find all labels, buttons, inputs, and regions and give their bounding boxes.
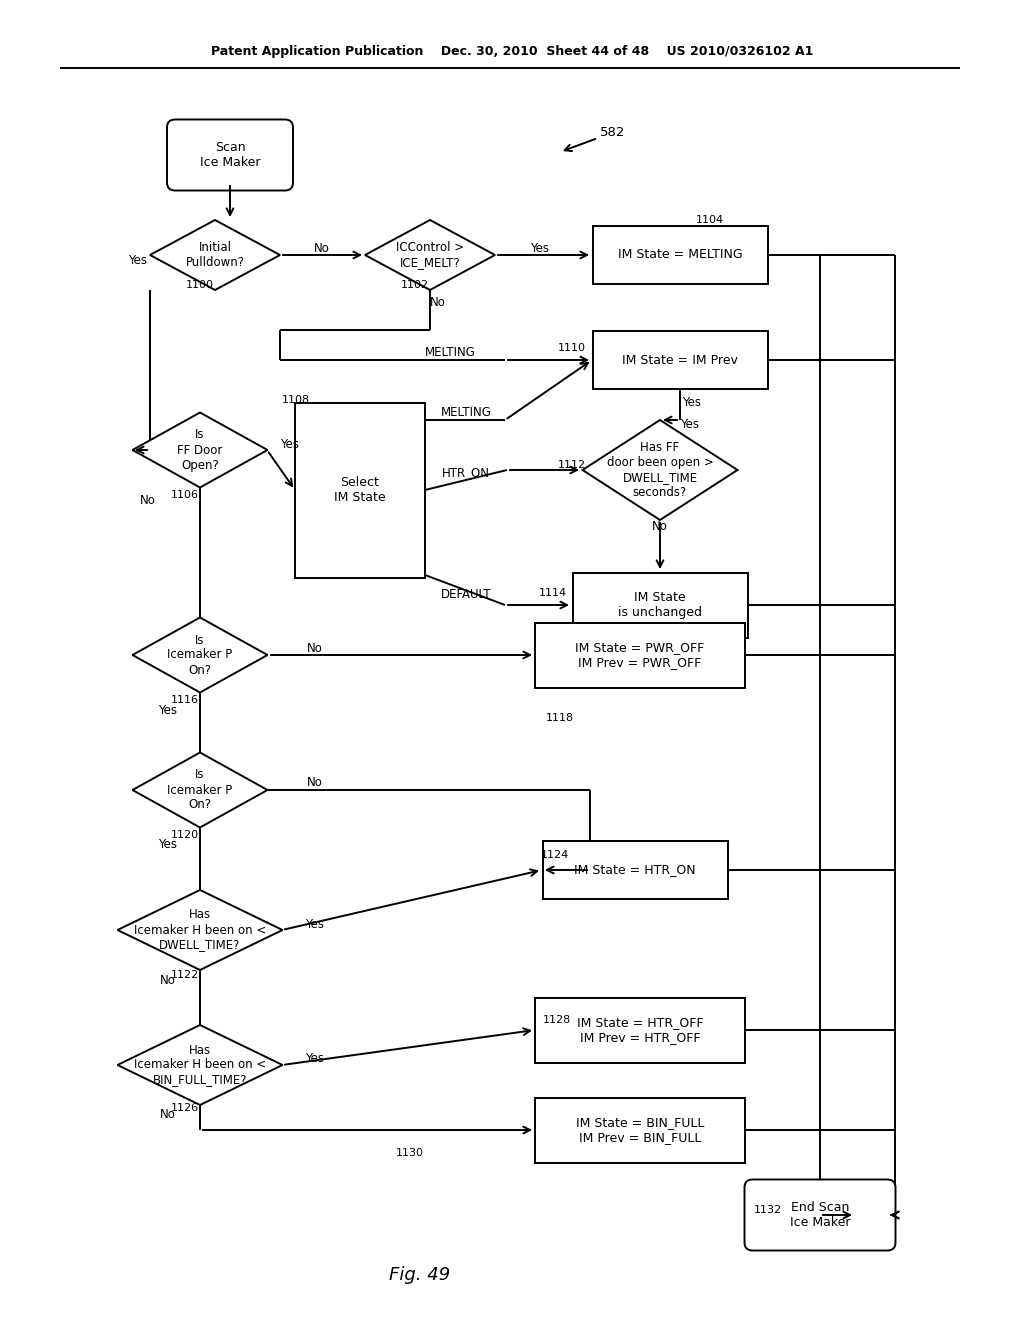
Bar <box>535 623 745 688</box>
Text: DEFAULT: DEFAULT <box>440 589 492 602</box>
Polygon shape <box>132 412 267 487</box>
Text: Initial
Pulldown?: Initial Pulldown? <box>185 242 245 269</box>
Text: MELTING: MELTING <box>440 407 492 420</box>
Text: No: No <box>160 1109 176 1122</box>
Text: No: No <box>307 776 323 789</box>
Bar <box>593 226 768 284</box>
FancyBboxPatch shape <box>744 1180 896 1250</box>
Text: IM State = BIN_FULL
IM Prev = BIN_FULL: IM State = BIN_FULL IM Prev = BIN_FULL <box>575 1115 705 1144</box>
Text: MELTING: MELTING <box>425 346 475 359</box>
Text: Patent Application Publication    Dec. 30, 2010  Sheet 44 of 48    US 2010/03261: Patent Application Publication Dec. 30, … <box>211 45 813 58</box>
Text: 1130: 1130 <box>396 1148 424 1158</box>
Polygon shape <box>583 420 737 520</box>
Bar <box>295 403 425 578</box>
Text: 1110: 1110 <box>558 343 586 352</box>
Text: Scan
Ice Maker: Scan Ice Maker <box>200 141 260 169</box>
Text: No: No <box>140 494 156 507</box>
Polygon shape <box>118 1026 283 1105</box>
Text: No: No <box>652 520 668 533</box>
Text: 1106: 1106 <box>171 490 199 500</box>
Text: Yes: Yes <box>530 242 550 255</box>
Text: 1100: 1100 <box>186 280 214 290</box>
Text: Is
Icemaker P
On?: Is Icemaker P On? <box>167 768 232 812</box>
Text: IM State
is unchanged: IM State is unchanged <box>618 591 702 619</box>
Text: Is
Icemaker P
On?: Is Icemaker P On? <box>167 634 232 676</box>
Polygon shape <box>132 618 267 693</box>
Text: IM State = HTR_OFF
IM Prev = HTR_OFF: IM State = HTR_OFF IM Prev = HTR_OFF <box>577 1016 703 1044</box>
Text: 1118: 1118 <box>546 713 574 723</box>
Text: Is
FF Door
Open?: Is FF Door Open? <box>177 429 222 471</box>
Bar <box>535 998 745 1063</box>
Text: 1104: 1104 <box>696 215 724 224</box>
Text: 1114: 1114 <box>539 587 567 598</box>
Text: 1124: 1124 <box>541 850 569 861</box>
Text: Yes: Yes <box>128 253 147 267</box>
Bar <box>593 331 768 389</box>
Text: End Scan
Ice Maker: End Scan Ice Maker <box>790 1201 850 1229</box>
Text: IM State = IM Prev: IM State = IM Prev <box>622 354 738 367</box>
Polygon shape <box>132 752 267 828</box>
Text: Select
IM State: Select IM State <box>334 477 386 504</box>
Text: HTR_ON: HTR_ON <box>442 466 490 479</box>
Text: Yes: Yes <box>159 838 177 851</box>
Text: Yes: Yes <box>305 917 325 931</box>
Text: No: No <box>314 242 330 255</box>
Bar <box>572 573 748 638</box>
Text: Has
Icemaker H been on <
BIN_FULL_TIME?: Has Icemaker H been on < BIN_FULL_TIME? <box>134 1044 266 1086</box>
Text: 1116: 1116 <box>171 696 199 705</box>
Text: Yes: Yes <box>159 704 177 717</box>
Text: 1122: 1122 <box>171 970 199 979</box>
Bar <box>543 841 727 899</box>
Text: Has
Icemaker H been on <
DWELL_TIME?: Has Icemaker H been on < DWELL_TIME? <box>134 908 266 952</box>
Text: 582: 582 <box>600 127 626 140</box>
Text: 1128: 1128 <box>543 1015 571 1026</box>
Text: 1102: 1102 <box>401 280 429 290</box>
Text: 1126: 1126 <box>171 1104 199 1113</box>
Text: Yes: Yes <box>683 396 701 409</box>
Text: No: No <box>307 642 323 655</box>
Polygon shape <box>118 890 283 970</box>
Text: 1112: 1112 <box>558 459 586 470</box>
Polygon shape <box>365 220 495 290</box>
Bar <box>535 1097 745 1163</box>
Text: Yes: Yes <box>281 437 299 450</box>
Text: IM State = MELTING: IM State = MELTING <box>617 248 742 261</box>
Text: Yes: Yes <box>681 418 699 432</box>
Text: 1120: 1120 <box>171 830 199 840</box>
Text: IM State = PWR_OFF
IM Prev = PWR_OFF: IM State = PWR_OFF IM Prev = PWR_OFF <box>575 642 705 669</box>
Polygon shape <box>150 220 280 290</box>
Text: Fig. 49: Fig. 49 <box>389 1266 451 1284</box>
Text: No: No <box>160 974 176 986</box>
Text: Yes: Yes <box>305 1052 325 1064</box>
FancyBboxPatch shape <box>167 120 293 190</box>
Text: IM State = HTR_ON: IM State = HTR_ON <box>574 863 696 876</box>
Text: ICControl >
ICE_MELT?: ICControl > ICE_MELT? <box>396 242 464 269</box>
Text: 1132: 1132 <box>754 1205 782 1214</box>
Text: Has FF
door been open >
DWELL_TIME
seconds?: Has FF door been open > DWELL_TIME secon… <box>606 441 714 499</box>
Text: 1108: 1108 <box>282 395 310 405</box>
Text: No: No <box>430 297 445 309</box>
